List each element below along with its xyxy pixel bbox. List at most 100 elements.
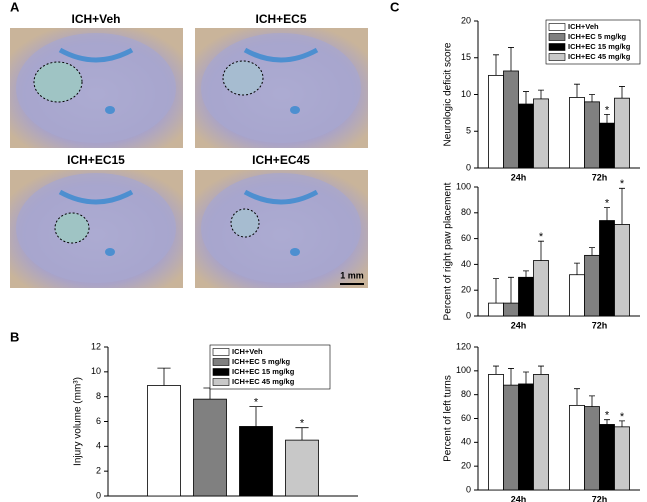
y-tick-label: 80 (461, 389, 471, 399)
x-tick-label: 72h (592, 172, 608, 182)
significance-mark: * (620, 178, 625, 190)
error-bar (523, 371, 529, 384)
error-bar (574, 388, 580, 406)
error-bar (604, 113, 610, 124)
y-tick-label: 2 (96, 466, 101, 476)
error-bar (493, 54, 499, 76)
bar (503, 70, 519, 169)
error-bar (295, 427, 309, 441)
significance-mark: * (620, 411, 625, 423)
y-tick-label: 100 (456, 181, 471, 191)
y-tick-label: 20 (461, 461, 471, 471)
scale-bar-label: 1 mm (340, 270, 364, 280)
x-tick-label: 72h (592, 494, 608, 502)
error-bar (589, 247, 595, 256)
y-tick-label: 4 (96, 441, 101, 451)
error-bar (523, 91, 529, 105)
image-label: ICH+EC15 (67, 153, 125, 167)
significance-mark: * (254, 397, 259, 409)
image-label: ICH+EC5 (255, 12, 306, 26)
y-tick-label: 40 (461, 437, 471, 447)
error-bar (619, 187, 625, 225)
error-bar (589, 395, 595, 407)
bar (518, 383, 534, 491)
legend-label: ICH+EC 15 mg/kg (232, 367, 295, 376)
error-bar (493, 365, 499, 375)
significance-mark: * (605, 198, 610, 210)
legend-label: ICH+Veh (232, 347, 263, 356)
legend-label: ICH+EC 45 mg/kg (568, 52, 631, 61)
bar (239, 426, 273, 497)
legend-swatch (548, 23, 566, 31)
y-axis-label: Percent of right paw placement (443, 182, 454, 320)
significance-mark: * (605, 104, 610, 116)
y-tick-label: 12 (91, 341, 101, 351)
significance-mark: * (605, 410, 610, 422)
legend-swatch (212, 368, 230, 376)
legend-swatch (548, 33, 566, 41)
panel-label: A (10, 0, 20, 14)
y-tick-label: 20 (461, 285, 471, 295)
bar (285, 439, 319, 497)
y-tick-label: 0 (466, 484, 471, 494)
bar (488, 74, 504, 169)
brain-image (195, 28, 368, 148)
error-bar (538, 89, 544, 99)
brain-image (195, 170, 368, 288)
bar (518, 103, 534, 169)
bar (614, 97, 630, 169)
bar (518, 276, 534, 317)
bar (584, 254, 600, 317)
y-tick-label: 60 (461, 413, 471, 423)
error-bar (157, 367, 171, 386)
bar (599, 122, 615, 169)
y-tick-label: 15 (461, 52, 471, 62)
y-axis-label: Percent of left turns (443, 375, 454, 462)
y-tick-label: 40 (461, 259, 471, 269)
bar (614, 224, 630, 317)
error-bar (574, 83, 580, 98)
brain-image (10, 28, 183, 148)
x-tick-label: 72h (592, 320, 608, 330)
legend-label: ICH+EC 5 mg/kg (568, 32, 627, 41)
bar (533, 260, 549, 317)
error-bar (249, 406, 263, 427)
y-axis-label: Injury volume (mm³) (73, 377, 84, 466)
error-bar (523, 270, 529, 278)
y-tick-label: 0 (466, 162, 471, 172)
y-tick-label: 10 (91, 366, 101, 376)
error-bar (203, 387, 217, 400)
brain-image (10, 170, 183, 288)
panel-label: B (10, 329, 19, 344)
y-tick-label: 0 (466, 310, 471, 320)
error-bar (538, 365, 544, 375)
bar (599, 220, 615, 317)
y-tick-label: 10 (461, 89, 471, 99)
legend-box (209, 344, 331, 390)
y-tick-label: 5 (466, 126, 471, 136)
image-label: ICH+Veh (71, 12, 120, 26)
error-bar (619, 86, 625, 99)
legend-swatch (212, 348, 230, 356)
bar (614, 426, 630, 491)
legend-label: ICH+EC 5 mg/kg (232, 357, 291, 366)
legend-swatch (212, 378, 230, 386)
bar (193, 398, 227, 497)
error-bar (589, 94, 595, 102)
error-bar (508, 368, 514, 386)
legend-swatch (212, 358, 230, 366)
x-tick-label: 24h (511, 172, 527, 182)
error-bar (574, 262, 580, 275)
bar (488, 374, 504, 491)
y-tick-label: 8 (96, 391, 101, 401)
y-tick-label: 120 (456, 341, 471, 351)
error-bar (619, 420, 625, 427)
panel-label: C (390, 0, 400, 14)
y-tick-label: 0 (96, 490, 101, 500)
error-bar (604, 207, 610, 221)
bar (569, 404, 585, 491)
error-bar (508, 47, 514, 71)
legend-swatch (548, 53, 566, 61)
error-bar (493, 278, 499, 304)
